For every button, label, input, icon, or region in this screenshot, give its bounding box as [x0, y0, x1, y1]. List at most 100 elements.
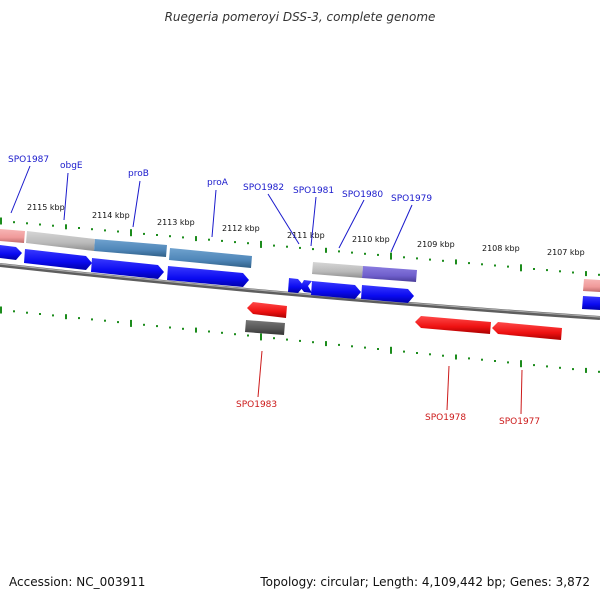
top-ruler-tick — [494, 264, 496, 267]
feature-purple-spo1980[interactable] — [362, 266, 417, 282]
bottom-ruler-tick — [104, 319, 106, 322]
top-ruler-tick — [546, 269, 548, 272]
feature-gray-obge[interactable] — [26, 231, 95, 251]
bottom-ruler-tick — [234, 333, 236, 336]
bottom-ruler-tick — [299, 339, 301, 342]
top-ruler-tick — [182, 236, 184, 239]
feature-gray-spo1980[interactable] — [312, 262, 363, 278]
gene-label-spo1987[interactable]: SPO1987 — [8, 155, 49, 165]
top-ruler-tick — [377, 253, 379, 256]
cds-spo1977[interactable] — [492, 322, 562, 340]
bottom-ruler-tick — [351, 345, 353, 348]
bottom-ruler-tick — [572, 368, 574, 371]
cds-spo1982[interactable] — [288, 278, 304, 293]
top-ruler-tick — [351, 251, 353, 254]
scale-label-2111: 2111 kbp — [287, 231, 325, 240]
gene-label-spo1978[interactable]: SPO1978 — [425, 413, 466, 423]
scale-label-2112: 2112 kbp — [222, 224, 260, 233]
bottom-ruler-tick — [416, 352, 418, 354]
cds-spo1981[interactable] — [300, 280, 312, 293]
bottom-ruler-tick — [78, 317, 80, 320]
top-ruler-tick — [455, 259, 457, 265]
bottom-ruler-tick — [91, 318, 93, 321]
feature-steel-prob[interactable] — [94, 239, 167, 257]
feature-pink-left[interactable] — [0, 229, 25, 243]
scale-label-2113: 2113 kbp — [157, 218, 195, 227]
top-ruler-tick — [78, 227, 80, 229]
gene-label-spo1977[interactable]: SPO1977 — [499, 417, 540, 427]
bottom-ruler-tick — [65, 314, 67, 320]
gene-label-spo1979[interactable]: SPO1979 — [391, 194, 432, 204]
feature-pink-right[interactable] — [583, 279, 600, 292]
top-ruler-tick — [325, 247, 327, 253]
bottom-ruler-tick — [585, 367, 587, 373]
gene-label-spo1980[interactable]: SPO1980 — [342, 190, 383, 200]
bottom-ruler-tick — [0, 306, 2, 314]
scale-label-2115: 2115 kbp — [27, 203, 65, 212]
bottom-ruler-tick — [143, 323, 145, 326]
top-ruler-tick — [338, 250, 340, 253]
scale-label-2107: 2107 kbp — [547, 248, 585, 257]
bottom-ruler-tick — [377, 348, 379, 350]
feature-steel-proa[interactable] — [169, 248, 252, 268]
bottom-ruler-tick — [364, 346, 366, 349]
gene-label-spo1981[interactable]: SPO1981 — [293, 186, 334, 196]
cds-obge[interactable] — [24, 249, 92, 270]
top-ruler-tick — [273, 244, 275, 247]
topology-text: Topology: circular; Length: 4,109,442 bp… — [260, 575, 590, 589]
bottom-ruler-tick — [546, 365, 548, 368]
cds-right-edge[interactable] — [582, 296, 600, 310]
bottom-ruler-tick — [507, 361, 509, 364]
top-ruler-tick — [260, 240, 262, 248]
cds-spo1987[interactable] — [0, 245, 22, 260]
bottom-ruler-tick — [286, 338, 288, 341]
cds-spo1978[interactable] — [415, 316, 491, 334]
bottom-ruler-tick — [156, 325, 158, 328]
top-ruler-tick — [208, 238, 210, 241]
top-ruler-tick — [403, 256, 405, 259]
top-ruler-tick — [585, 271, 587, 277]
bottom-ruler-tick — [13, 310, 15, 313]
top-ruler-tick — [364, 252, 366, 255]
top-ruler-tick — [195, 236, 197, 242]
scale-labels: 2115 kbp 2114 kbp 2113 kbp 2112 kbp 2111… — [27, 203, 585, 257]
gene-label-obge[interactable]: obgE — [60, 161, 83, 171]
bottom-ruler-tick — [494, 360, 496, 362]
bottom-ruler-tick — [130, 319, 132, 327]
top-ruler-tick — [104, 229, 106, 232]
top-ruler-tick — [533, 268, 535, 270]
top-ruler-tick — [507, 265, 509, 268]
bottom-gene-labels: SPO1983 SPO1978 SPO1977 — [236, 350, 540, 427]
top-ruler-tick — [247, 242, 249, 245]
bottom-ruler-tick — [117, 321, 119, 324]
feature-dark-spo1983[interactable] — [245, 320, 285, 335]
cds-spo1980[interactable] — [311, 281, 361, 299]
gene-label-prob[interactable]: proB — [128, 169, 149, 179]
bottom-ruler-tick — [273, 337, 275, 340]
bottom-ruler-tick — [403, 350, 405, 353]
bottom-ruler-tick — [429, 353, 431, 356]
gene-label-spo1983[interactable]: SPO1983 — [236, 400, 277, 410]
top-ruler-tick — [572, 271, 574, 274]
bottom-ruler-tick — [169, 326, 171, 329]
bottom-ruler-tick — [481, 358, 483, 361]
top-gene-labels: SPO1987 obgE proB proA SPO1982 SPO1981 S… — [8, 155, 432, 253]
scale-label-2109: 2109 kbp — [417, 240, 455, 249]
top-ruler-tick — [117, 230, 119, 233]
bottom-ruler-tick — [208, 330, 210, 333]
top-ruler-tick — [390, 252, 392, 260]
cds-spo1979[interactable] — [361, 285, 414, 303]
cds-spo1983[interactable] — [247, 302, 287, 318]
top-scale-ticks — [0, 217, 600, 277]
cds-proa[interactable] — [167, 266, 249, 287]
bottom-ruler-tick — [338, 343, 340, 346]
bottom-ruler-tick — [325, 341, 327, 347]
bottom-ruler-tick — [455, 354, 457, 360]
reverse-cds-row — [245, 302, 562, 340]
gene-label-proa[interactable]: proA — [207, 178, 229, 188]
top-ruler-tick — [468, 262, 470, 265]
gene-label-spo1982[interactable]: SPO1982 — [243, 183, 284, 193]
bottom-ruler-tick — [390, 346, 392, 354]
cds-prob[interactable] — [91, 258, 164, 279]
